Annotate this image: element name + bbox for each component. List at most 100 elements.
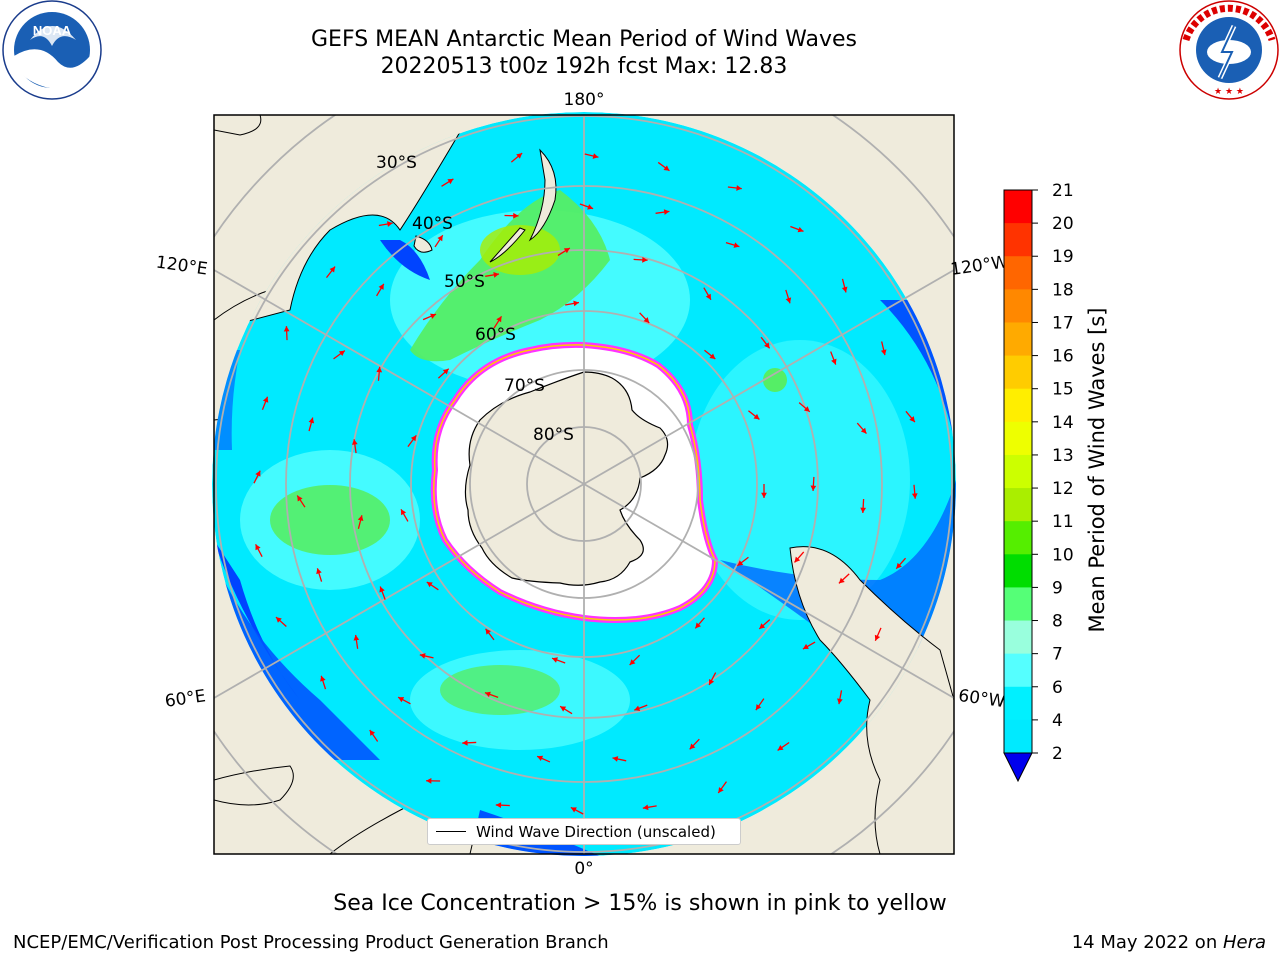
colorbar-tick-label: 15 <box>1052 380 1074 400</box>
lat-label-50s: 50°S <box>444 272 485 292</box>
colorbar-segment <box>1004 587 1032 622</box>
colorbar-segment <box>1004 355 1032 390</box>
colorbar-segment <box>1004 388 1032 423</box>
colorbar-tick-label: 17 <box>1052 313 1074 333</box>
wind-wave-arrow-head <box>695 622 701 629</box>
wind-wave-arrow-head <box>794 556 801 563</box>
colorbar-tick-label: 13 <box>1052 446 1074 466</box>
wind-wave-arrow-head <box>495 802 502 809</box>
wind-wave-arrow-head <box>718 787 724 794</box>
colorbar-segment <box>1004 322 1032 357</box>
colorbar-tick-label: 14 <box>1052 413 1074 433</box>
colorbar-tick-label: 10 <box>1052 545 1074 565</box>
colorbar-frame <box>1003 189 1033 754</box>
wind-wave-arrow-head <box>759 623 766 629</box>
colorbar-tick-label: 20 <box>1052 214 1074 234</box>
wind-wave-arrow-head <box>262 396 269 403</box>
colorbar-tick-label: 2 <box>1052 744 1063 764</box>
wind-wave-arrow-head <box>838 577 845 584</box>
map-frame <box>213 114 955 855</box>
wind-wave-arrow-head <box>351 439 358 445</box>
colorbar-tick-label: 21 <box>1052 181 1074 201</box>
wind-wave-arrow-head <box>442 368 449 375</box>
wind-wave-arrow-head <box>736 185 742 191</box>
wind-wave-arrow-head <box>705 293 711 300</box>
footer-date-text: 14 May 2022 on <box>1071 932 1223 953</box>
colorbar-segment <box>1004 653 1032 688</box>
lat-label-40s: 40°S <box>412 214 453 234</box>
wind-wave-arrow-head <box>709 353 716 360</box>
wind-wave-arrow-head <box>831 358 837 365</box>
colorbar-segment <box>1004 686 1032 721</box>
legend-line-sample <box>436 831 466 832</box>
wind-wave-arrow-head <box>803 406 810 412</box>
colorbar-label: Mean Period of Wind Waves [s] <box>1085 307 1109 633</box>
wind-wave-arrow-head <box>496 316 502 323</box>
wind-wave-arrow-head <box>909 416 915 423</box>
graticule <box>214 115 954 854</box>
antarctica <box>464 371 669 586</box>
colorbar-tick-label: 19 <box>1052 247 1074 267</box>
wind-wave-arrow-head <box>663 209 670 215</box>
wind-wave-arrow-head <box>860 507 866 513</box>
wind-wave-arrow-head <box>563 248 570 254</box>
colorbar-tick-label: 6 <box>1052 678 1063 698</box>
wind-wave-arrow-head <box>398 697 405 703</box>
wind-wave-arrow-head <box>255 470 261 477</box>
footer-date: 14 May 2022 on Hera <box>1072 932 1266 953</box>
colorbar-tick-label: 4 <box>1052 711 1063 731</box>
wind-wave-arrow-head <box>447 178 454 185</box>
svg-text:★ ★ ★: ★ ★ ★ <box>1214 87 1244 97</box>
colorbar-segment <box>1004 256 1032 290</box>
wind-wave-arrow-head <box>400 509 407 516</box>
wind-wave-arrow-head <box>376 366 383 373</box>
wind-wave-arrow-head <box>612 756 619 762</box>
wind-wave-arrow-head <box>369 729 376 736</box>
wind-wave-direction-arrows <box>253 152 918 815</box>
colorbar-tick-label: 8 <box>1052 612 1063 632</box>
lon-label-120e: 120°E <box>155 253 209 280</box>
colorbar-segment <box>1004 719 1032 754</box>
colorbar-tick-label: 7 <box>1052 645 1063 665</box>
colorbar-tick-label: 9 <box>1052 578 1063 598</box>
noaa-logo-text: NOAA <box>33 23 72 38</box>
colorbar-segment <box>1004 521 1032 555</box>
wind-wave-arrow-head <box>320 675 326 682</box>
wind-wave-arrow-head <box>378 283 384 290</box>
footer-producer: NCEP/EMC/Verification Post Processing Pr… <box>13 932 609 953</box>
lon-label-180: 180° <box>564 90 605 110</box>
lat-label-80s: 80°S <box>533 425 574 445</box>
wind-wave-arrow-head <box>338 350 345 357</box>
wind-wave-arrow-head <box>379 586 385 593</box>
nws-logo: ★ ★ ★ <box>1179 0 1279 100</box>
wind-wave-arrow-head <box>419 653 426 659</box>
wind-wave-arrow-head <box>386 221 393 227</box>
wind-wave-arrow-head <box>755 704 762 711</box>
wind-wave-arrow-head <box>329 266 336 273</box>
wind-wave-arrow-head <box>737 560 744 566</box>
wind-wave-arrow-head <box>353 634 360 641</box>
colorbar-segment <box>1004 289 1032 323</box>
wind-wave-arrow-head <box>642 257 648 263</box>
colorbar-extend-triangle <box>1003 752 1033 783</box>
wind-wave-arrow-head <box>462 739 468 746</box>
colorbar: 21 20 19 18 17 16 15 14 13 12 11 10 9 8 7 6 4 2 <box>1003 181 1074 783</box>
wind-wave-arrow-head <box>592 153 599 159</box>
wind-wave-arrow-head <box>642 804 649 811</box>
wind-wave-arrow-head <box>709 678 715 685</box>
wind-wave-arrow-head <box>753 413 760 420</box>
wind-wave-arrow-head <box>689 743 696 750</box>
chart-title: GEFS MEAN Antarctic Mean Period of Wind … <box>311 27 857 52</box>
colorbar-segment <box>1004 488 1032 522</box>
wind-wave-arrow-head <box>437 235 443 242</box>
wind-wave-arrow-head <box>764 342 770 349</box>
map-legend: Wind Wave Direction (unscaled) <box>427 818 741 845</box>
wind-wave-arrow-head <box>308 417 315 424</box>
wind-wave-arrow-head <box>570 807 577 813</box>
wind-wave-arrow-head <box>485 628 492 635</box>
wind-wave-arrow-head <box>810 485 817 491</box>
wind-wave-arrow-head <box>663 165 670 171</box>
wind-wave-arrow-head <box>426 777 432 784</box>
wind-wave-arrow-head <box>297 495 303 502</box>
